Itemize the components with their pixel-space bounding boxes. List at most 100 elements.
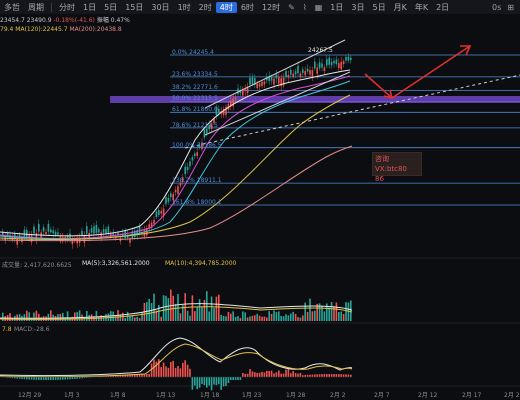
macd-bar [302,375,304,377]
candle-body [249,77,251,85]
candle-body [234,97,237,100]
candle-body [218,108,220,113]
fib-label-1: 23.6% 23334.5 [172,70,218,78]
candle-body [261,81,263,86]
candle-body [198,145,201,148]
macd-bar [213,377,215,385]
candle-body [290,69,292,75]
macd-bar [100,376,102,377]
toolbar-item-8[interactable]: 2时 [198,2,212,12]
layout-icon[interactable]: ▦ [314,2,323,12]
volume-bar [174,304,177,321]
x-tick: 1月 13 [156,392,176,399]
macd-bar [69,377,71,380]
candle-body [165,197,167,205]
toolbar-item-15[interactable]: 月K [393,2,407,12]
volume-bar [33,312,35,321]
macd-bar [251,371,254,377]
candle-body [251,77,254,85]
candle-body [208,124,210,130]
macd-bar [323,374,326,377]
candle-body [275,74,278,79]
candle-body [45,231,47,235]
toolbar-item-1[interactable]: 周期 [28,2,44,12]
toolbar-item-4[interactable]: 5日 [104,2,118,12]
toolbar-item-17[interactable]: 2日 [436,2,450,12]
volume-bar [297,317,299,321]
toolbar-item-7[interactable]: 1时 [177,2,191,12]
candle-body [285,71,287,78]
volume-bar [186,310,189,321]
toolbar-item-active[interactable]: 4时 [215,1,237,13]
volume-bar [278,311,280,321]
macd-bar [208,377,210,386]
ma-yellow [0,94,351,240]
promo-line-2: 86 [375,175,384,183]
volume-bar [230,313,232,321]
toolbar-item-10[interactable]: 6时 [240,2,254,12]
channel-bottom [204,71,351,136]
candle-body [81,230,83,236]
toolbar-item-13[interactable]: 3日 [351,2,365,12]
volume-bar [2,312,4,321]
candle-body [323,67,326,72]
volume-bar [222,315,225,321]
toolbar-item-3[interactable]: 1日 [83,2,97,12]
macd-bar [134,374,136,377]
macd-bar [330,374,333,377]
candle-body [278,77,280,84]
volume-bar [162,295,165,321]
macd-bar [170,362,172,377]
candle-body [102,229,105,233]
candle-body [191,157,194,161]
legend-ma120: MA(120):22445.7 [15,26,68,33]
toolbar-item-12[interactable]: 1日 [330,2,344,12]
volume-bar [35,310,38,321]
volume-bar [124,317,126,321]
timer-label[interactable]: 0s [492,2,502,12]
toolbar-item-16[interactable]: 年K [414,2,429,12]
candle-body [86,226,88,234]
toolbar-item-0[interactable]: 多哲 [4,2,20,12]
candle-body [350,57,352,61]
macd-bar [254,372,256,377]
indicator-icon[interactable]: ⌇ [302,2,307,12]
candle-body [148,224,150,229]
macd-bar [62,377,64,380]
macd-bar [258,372,261,377]
macd-bar [261,371,263,377]
volume-bar [290,313,292,321]
candle-body [270,77,273,81]
macd-bar [57,377,59,380]
toolbar-item-6[interactable]: 30日 [151,2,170,12]
volume-bar [189,315,191,321]
legend-price-b: 23490.9 [26,17,52,24]
candle-body [314,61,316,69]
pencil-icon[interactable]: ✎ [288,2,295,12]
volume-bar [342,313,345,321]
candle-body [232,98,234,107]
macd-bar [11,377,14,379]
grid-icon[interactable]: ⊞ [507,2,514,12]
channel-top [204,39,346,109]
volume-title: 成交量: 2,417,620.6625 [2,262,72,269]
macd-bar [335,374,338,377]
x-tick: 1月 28 [286,392,306,399]
macd-bar [304,375,306,377]
macd-bar [237,377,239,380]
macd-bar [28,377,30,380]
legend-ma-a: 79.4 [0,26,14,33]
candle-body [256,83,258,88]
volume-bar [191,295,194,321]
toolbar-item-14[interactable]: 5日 [372,2,386,12]
candle-body [117,232,119,236]
toolbar-item-5[interactable]: 15日 [125,2,144,12]
macd-histogram [2,359,352,391]
candle-body [244,88,246,91]
volume-bar [261,316,263,321]
toolbar-item-2[interactable]: 分时 [59,2,75,12]
candle-body [294,71,297,75]
candle-body [321,63,323,68]
toolbar-item-11[interactable]: 12时 [261,2,281,12]
